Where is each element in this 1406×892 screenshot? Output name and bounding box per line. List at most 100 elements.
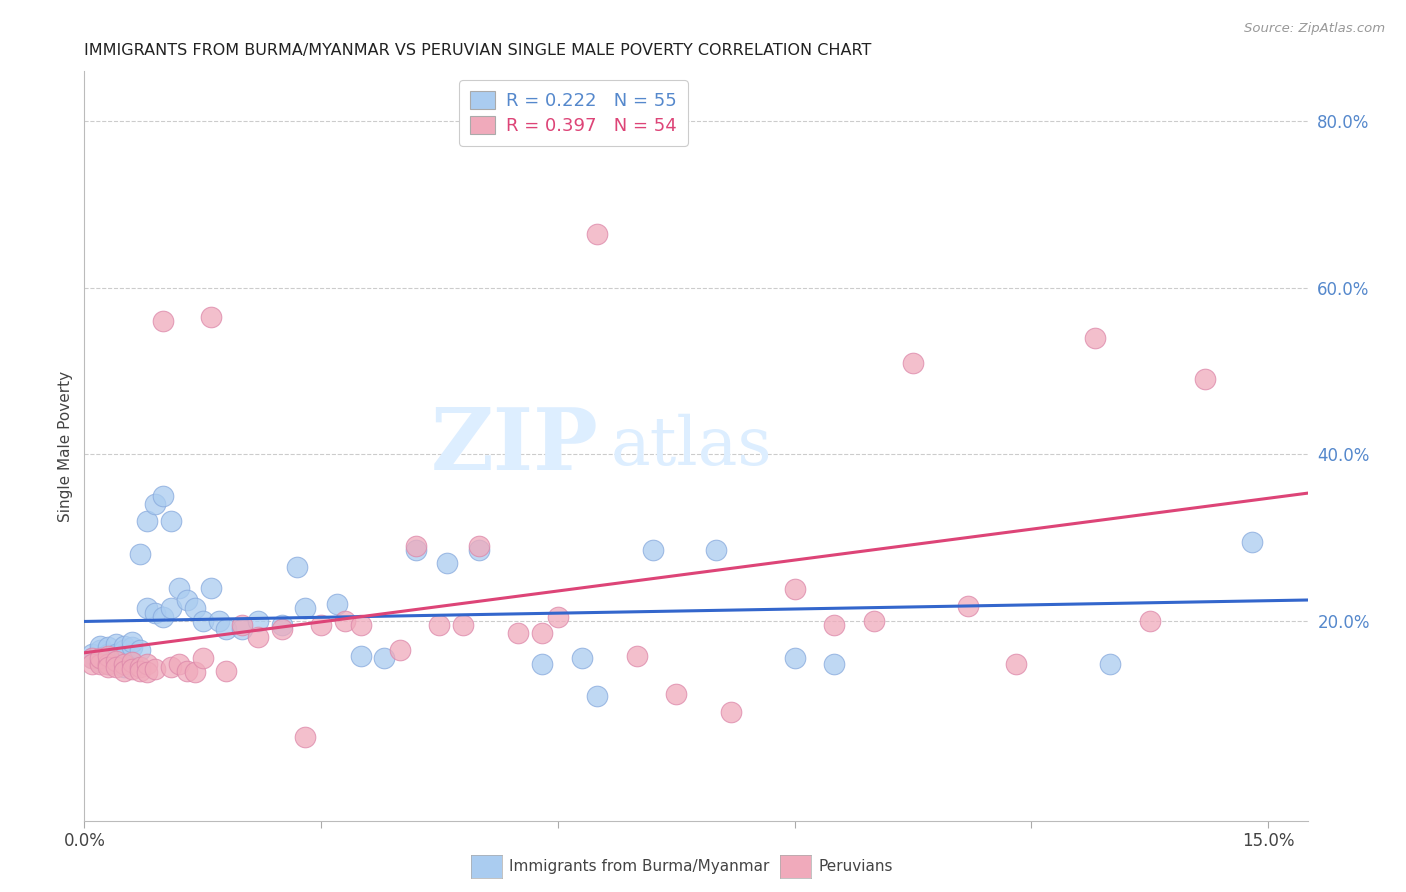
Point: [184, 665, 207, 680]
Point: [270, 622, 292, 636]
Point: [145, 606, 167, 620]
Point: [1083, 331, 1105, 345]
Point: [128, 664, 150, 678]
Point: [665, 687, 688, 701]
Point: [389, 643, 412, 657]
Point: [121, 640, 143, 655]
Point: [97, 657, 120, 672]
Point: [200, 310, 222, 324]
Point: [270, 618, 292, 632]
Point: [82, 657, 104, 672]
Point: [468, 543, 491, 558]
Point: [294, 731, 316, 745]
Point: [184, 601, 207, 615]
Point: [104, 647, 127, 661]
Point: [531, 657, 554, 672]
Point: [167, 581, 190, 595]
Point: [373, 651, 395, 665]
Point: [1139, 614, 1161, 628]
Point: [97, 647, 120, 661]
Point: [349, 648, 371, 663]
Point: [571, 651, 593, 665]
Point: [823, 657, 845, 672]
Point: [128, 659, 150, 673]
Point: [641, 543, 664, 558]
Point: [82, 651, 104, 665]
Point: [1241, 534, 1264, 549]
Text: ZIP: ZIP: [430, 404, 598, 488]
Point: [152, 489, 174, 503]
Point: [128, 547, 150, 561]
Point: [215, 622, 238, 636]
Point: [97, 659, 120, 673]
Point: [823, 618, 845, 632]
Point: [145, 497, 167, 511]
Point: [783, 582, 806, 597]
Point: [167, 657, 190, 672]
Point: [720, 706, 742, 720]
Point: [112, 664, 135, 678]
Point: [136, 514, 159, 528]
Point: [97, 651, 120, 665]
Text: IMMIGRANTS FROM BURMA/MYANMAR VS PERUVIAN SINGLE MALE POVERTY CORRELATION CHART: IMMIGRANTS FROM BURMA/MYANMAR VS PERUVIA…: [84, 43, 872, 58]
Point: [586, 227, 609, 241]
Point: [207, 614, 229, 628]
Point: [136, 665, 159, 680]
Point: [160, 514, 183, 528]
Point: [326, 597, 349, 611]
Point: [862, 614, 884, 628]
Point: [82, 651, 104, 665]
Point: [451, 618, 474, 632]
Point: [121, 662, 143, 676]
Legend: R = 0.222   N = 55, R = 0.397   N = 54: R = 0.222 N = 55, R = 0.397 N = 54: [460, 80, 688, 146]
Point: [112, 657, 135, 672]
Text: Peruvians: Peruvians: [818, 859, 893, 873]
Point: [231, 622, 253, 636]
Point: [112, 643, 135, 657]
Point: [136, 657, 159, 672]
Point: [82, 647, 104, 661]
Point: [97, 648, 120, 663]
Point: [246, 631, 269, 645]
Point: [294, 601, 316, 615]
Point: [309, 618, 332, 632]
Text: Source: ZipAtlas.com: Source: ZipAtlas.com: [1244, 22, 1385, 36]
Point: [1099, 657, 1122, 672]
Point: [200, 581, 222, 595]
Point: [97, 640, 120, 655]
Point: [112, 639, 135, 653]
Point: [97, 657, 120, 672]
Text: atlas: atlas: [610, 413, 772, 479]
Point: [160, 601, 183, 615]
Point: [508, 626, 530, 640]
Point: [89, 643, 111, 657]
Point: [136, 601, 159, 615]
Point: [333, 614, 356, 628]
Point: [89, 651, 111, 665]
Point: [89, 656, 111, 670]
Point: [547, 609, 569, 624]
Point: [160, 659, 183, 673]
Point: [405, 539, 427, 553]
Point: [783, 651, 806, 665]
Point: [121, 634, 143, 648]
Point: [104, 654, 127, 668]
Point: [626, 648, 648, 663]
Point: [128, 643, 150, 657]
Point: [191, 614, 214, 628]
Point: [531, 626, 554, 640]
Point: [89, 639, 111, 653]
Point: [152, 609, 174, 624]
Point: [176, 593, 198, 607]
Point: [145, 662, 167, 676]
Point: [104, 651, 127, 665]
Point: [104, 637, 127, 651]
Point: [104, 659, 127, 673]
Point: [112, 648, 135, 663]
Y-axis label: Single Male Poverty: Single Male Poverty: [58, 370, 73, 522]
Point: [287, 559, 309, 574]
Point: [901, 356, 924, 370]
Point: [405, 543, 427, 558]
Point: [957, 599, 980, 613]
Point: [191, 651, 214, 665]
